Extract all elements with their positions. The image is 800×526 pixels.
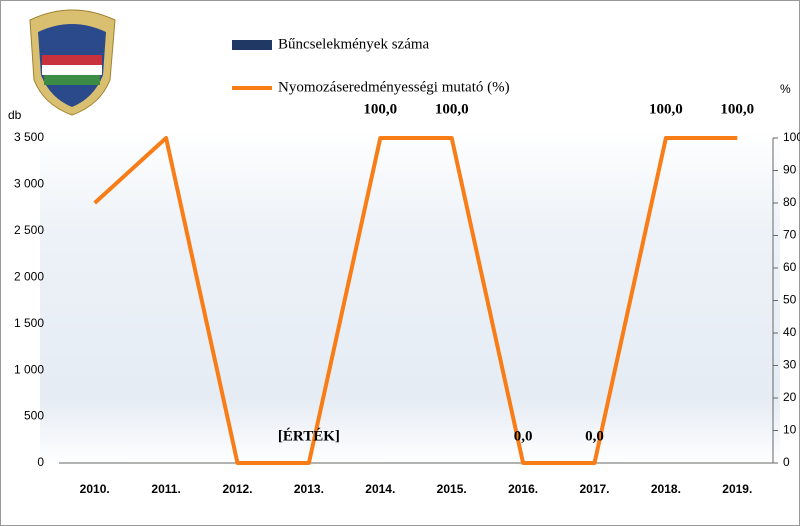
legend-label: Nyomozáseredményességi mutató (%) xyxy=(278,79,510,95)
x-tick-label: 2011. xyxy=(151,482,180,496)
x-tick-label: 2016. xyxy=(508,482,538,496)
x-tick-label: 2019. xyxy=(722,482,752,496)
data-label: 100,0 xyxy=(435,101,469,117)
y-tick-label: 1 000 xyxy=(14,362,44,376)
legend-label: Bűncselekmények száma xyxy=(278,36,430,52)
data-label: 0,0 xyxy=(514,428,533,444)
legend-swatch xyxy=(232,40,272,50)
y2-tick-label: 100 xyxy=(783,130,800,144)
data-label: 0,0 xyxy=(585,428,604,444)
y2-tick-label: 80 xyxy=(783,195,797,209)
y-tick-label: 2 000 xyxy=(14,269,44,283)
x-tick-label: 2015. xyxy=(437,482,467,496)
x-tick-label: 2012. xyxy=(222,482,252,496)
y2-tick-label: 50 xyxy=(783,293,797,307)
x-tick-label: 2010. xyxy=(80,482,110,496)
y-tick-label: 0 xyxy=(37,455,44,469)
x-tick-label: 2017. xyxy=(579,482,609,496)
y-tick-label: 3 500 xyxy=(14,130,44,144)
y2-tick-label: 20 xyxy=(783,390,797,404)
chart: db % 05001 0001 5002 0002 5003 0003 5000… xyxy=(0,0,800,526)
y2-tick-label: 70 xyxy=(783,228,797,242)
y2-tick-label: 30 xyxy=(783,358,797,372)
y2-tick-label: 10 xyxy=(783,423,797,437)
x-tick-label: 2013. xyxy=(294,482,324,496)
data-label: 100,0 xyxy=(720,101,754,117)
data-label: 100,0 xyxy=(363,101,397,117)
y2-tick-label: 90 xyxy=(783,163,797,177)
y-tick-label: 2 500 xyxy=(14,223,44,237)
y-axis-title: db xyxy=(8,108,22,122)
y-tick-label: 1 500 xyxy=(14,316,44,330)
y2-tick-label: 40 xyxy=(783,325,797,339)
y2-tick-label: 60 xyxy=(783,260,797,274)
y-tick-label: 500 xyxy=(24,409,44,423)
x-tick-label: 2018. xyxy=(651,482,681,496)
y2-axis-title: % xyxy=(780,82,791,96)
background xyxy=(40,130,780,465)
y-tick-label: 3 000 xyxy=(14,177,44,191)
y2-tick-label: 0 xyxy=(783,455,790,469)
data-label: [ÉRTÉK] xyxy=(278,427,340,444)
data-label: 100,0 xyxy=(649,101,683,117)
x-tick-label: 2014. xyxy=(365,482,395,496)
